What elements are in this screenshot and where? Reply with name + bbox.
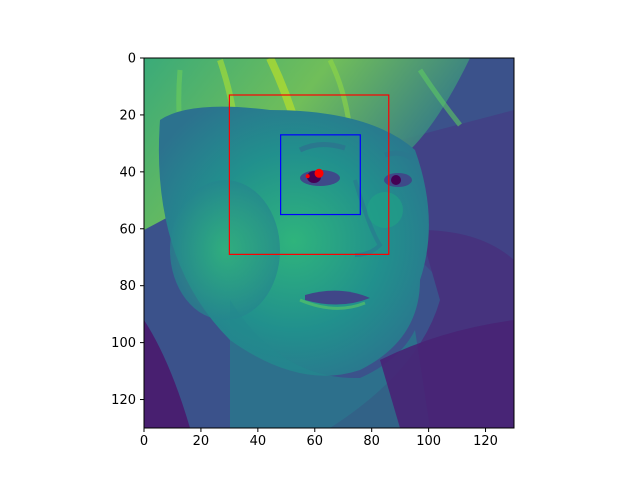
y-tick-label: 120 bbox=[111, 393, 136, 408]
y-tick-label: 20 bbox=[119, 108, 136, 123]
x-tick-label: 100 bbox=[416, 434, 441, 449]
inner-bounding-box bbox=[280, 134, 361, 216]
y-tick-label: 40 bbox=[119, 165, 136, 180]
landmark-point-small bbox=[305, 174, 310, 179]
y-tick-label: 0 bbox=[128, 52, 136, 67]
x-tick-label: 20 bbox=[193, 434, 210, 449]
x-tick-label: 60 bbox=[306, 434, 323, 449]
x-tick-label: 120 bbox=[473, 434, 498, 449]
overlay-layer bbox=[228, 94, 390, 255]
outer-bounding-box bbox=[228, 94, 390, 255]
x-axis: 0 20 40 60 80 100 120 bbox=[140, 428, 498, 449]
x-tick-label: 40 bbox=[250, 434, 267, 449]
x-tick-label: 80 bbox=[363, 434, 380, 449]
x-tick-label: 0 bbox=[140, 434, 148, 449]
axes-frame bbox=[143, 57, 515, 429]
face-image bbox=[144, 58, 514, 428]
y-axis: 0 20 40 60 80 100 120 bbox=[111, 52, 144, 408]
landmark-point-large bbox=[314, 168, 324, 178]
y-tick-label: 80 bbox=[119, 279, 136, 294]
y-tick-label: 100 bbox=[111, 336, 136, 351]
y-tick-label: 60 bbox=[119, 222, 136, 237]
